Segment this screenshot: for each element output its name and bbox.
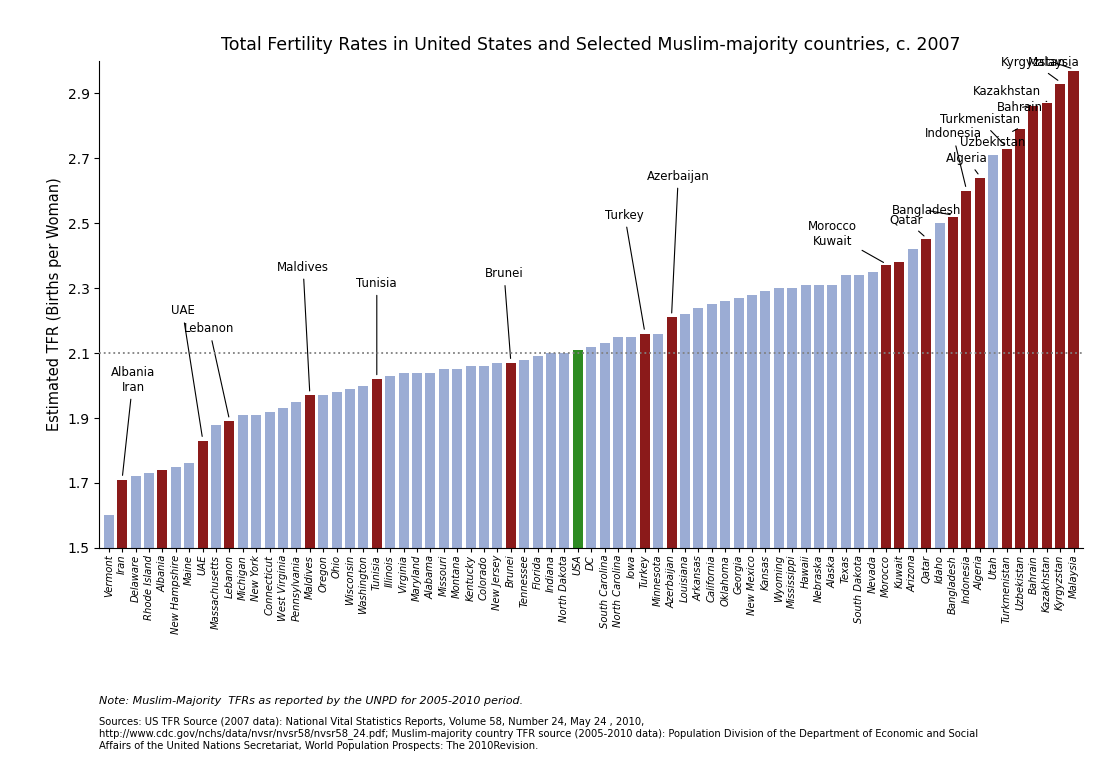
Bar [104, 515, 114, 761]
Bar [264, 412, 275, 761]
Bar [371, 379, 382, 761]
Bar [988, 155, 998, 761]
Text: Bangladesh: Bangladesh [892, 204, 961, 217]
Bar [922, 240, 932, 761]
Text: Turkey: Turkey [606, 209, 644, 330]
Text: Turkmenistan: Turkmenistan [939, 113, 1020, 145]
Text: Tunisia: Tunisia [357, 277, 397, 374]
Bar [760, 291, 770, 761]
Bar [734, 298, 744, 761]
Bar [881, 266, 891, 761]
Text: Albania
Iran: Albania Iran [110, 366, 155, 476]
Bar [828, 285, 838, 761]
Bar [412, 373, 422, 761]
Bar [211, 425, 221, 761]
Text: UAE: UAE [170, 304, 202, 436]
Text: Azerbaijan: Azerbaijan [646, 170, 709, 313]
Bar [653, 333, 663, 761]
Bar [506, 363, 516, 761]
Bar [774, 288, 783, 761]
Bar [975, 178, 985, 761]
Bar [787, 288, 797, 761]
Bar [707, 304, 717, 761]
Bar [720, 301, 730, 761]
Bar [238, 415, 248, 761]
Bar [894, 263, 904, 761]
Text: Kazakhstan: Kazakhstan [972, 85, 1046, 101]
Title: Total Fertility Rates in United States and Selected Muslim-majority countries, c: Total Fertility Rates in United States a… [221, 36, 961, 54]
Bar [493, 363, 503, 761]
Bar [157, 470, 168, 761]
Bar [478, 366, 490, 761]
Bar [907, 249, 918, 761]
Y-axis label: Estimated TFR (Births per Woman): Estimated TFR (Births per Woman) [48, 177, 62, 431]
Bar [1069, 71, 1078, 761]
Bar [935, 223, 945, 761]
Bar [425, 373, 435, 761]
Bar [693, 307, 704, 761]
Bar [640, 333, 650, 761]
Bar [533, 356, 543, 761]
Text: Indonesia: Indonesia [925, 127, 981, 186]
Bar [117, 479, 127, 761]
Bar [144, 473, 154, 761]
Text: Note: Muslim-Majority  TFRs as reported by the UNPD for 2005-2010 period.: Note: Muslim-Majority TFRs as reported b… [99, 696, 524, 706]
Bar [332, 392, 341, 761]
Bar [800, 285, 811, 761]
Bar [546, 353, 556, 761]
Text: Bahrain: Bahrain [997, 101, 1043, 114]
Bar [386, 376, 396, 761]
Bar [318, 395, 328, 761]
Bar [961, 191, 971, 761]
Bar [841, 275, 851, 761]
Bar [814, 285, 824, 761]
Bar [519, 360, 529, 761]
Bar [627, 337, 636, 761]
Bar [305, 395, 315, 761]
Bar [439, 369, 449, 761]
Text: Algeria: Algeria [946, 151, 987, 174]
Bar [465, 366, 475, 761]
Bar [198, 441, 208, 761]
Bar [572, 350, 582, 761]
Text: Malaysia: Malaysia [1028, 56, 1080, 69]
Bar [586, 346, 597, 761]
Text: Lebanon: Lebanon [185, 322, 234, 417]
Bar [1029, 107, 1039, 761]
Bar [666, 317, 676, 761]
Bar [1055, 84, 1065, 761]
Bar [854, 275, 864, 761]
Bar [452, 369, 462, 761]
Bar [1042, 103, 1052, 761]
Bar [747, 295, 757, 761]
Text: Qatar: Qatar [890, 214, 924, 236]
Bar [613, 337, 623, 761]
Bar [185, 463, 194, 761]
Bar [399, 373, 409, 761]
Bar [171, 466, 181, 761]
Bar [1001, 148, 1011, 761]
Bar [278, 409, 288, 761]
Bar [292, 402, 302, 761]
Bar [680, 314, 690, 761]
Bar [867, 272, 877, 761]
Text: Maldives: Maldives [277, 260, 329, 391]
Bar [224, 422, 234, 761]
Bar [948, 217, 958, 761]
Text: Uzbekistan: Uzbekistan [960, 129, 1025, 148]
Bar [600, 343, 610, 761]
Text: Sources: US TFR Source (2007 data): National Vital Statistics Reports, Volume 58: Sources: US TFR Source (2007 data): Nati… [99, 717, 979, 751]
Bar [358, 386, 368, 761]
Bar [130, 476, 140, 761]
Text: Kyrgyzstan: Kyrgyzstan [1001, 56, 1065, 81]
Text: Brunei: Brunei [485, 267, 524, 358]
Bar [251, 415, 261, 761]
Text: Morocco
Kuwait: Morocco Kuwait [808, 220, 884, 263]
Bar [559, 353, 569, 761]
Bar [345, 389, 355, 761]
Bar [1014, 129, 1025, 761]
